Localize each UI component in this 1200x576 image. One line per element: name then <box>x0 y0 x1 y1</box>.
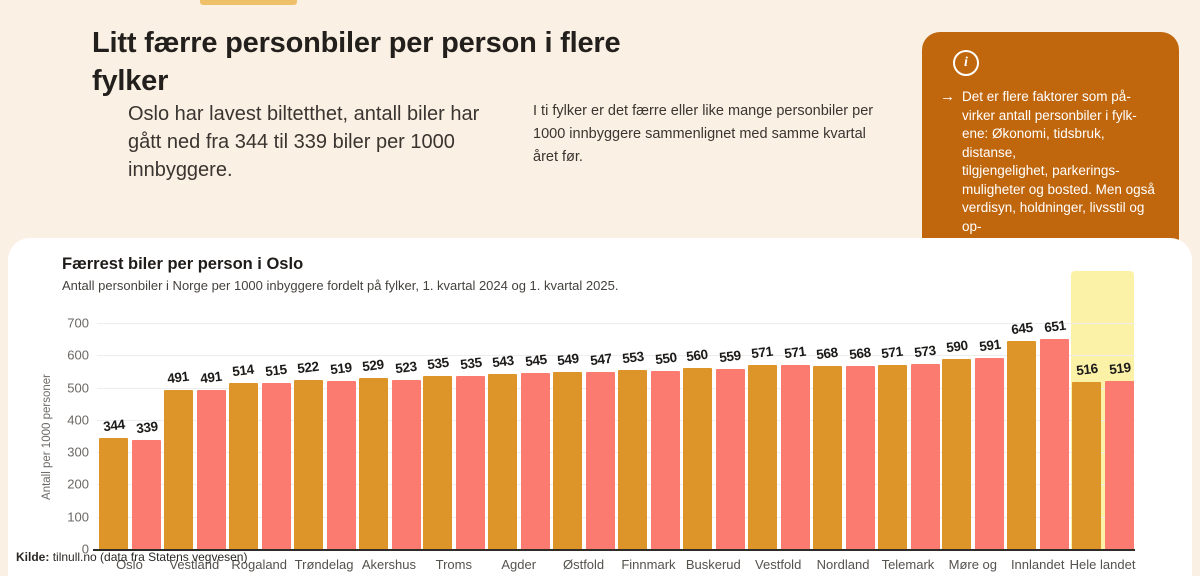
chart-source: Kilde: tilnull.no (data fra Statens vegv… <box>16 550 247 564</box>
y-tick-label: 100 <box>67 509 89 525</box>
gridline <box>97 516 1135 518</box>
bar[interactable] <box>228 383 258 549</box>
y-tick-label: 400 <box>67 412 89 428</box>
top-accent-bar <box>200 0 297 5</box>
bar[interactable] <box>682 368 712 549</box>
bar[interactable] <box>391 380 421 549</box>
x-axis-label: Hele landet <box>1069 557 1136 572</box>
gridline <box>97 484 1135 486</box>
arrow-icon: → <box>940 88 955 105</box>
x-axis-label: Innlandet <box>1010 557 1065 572</box>
x-axis-label: Finnmark <box>621 557 676 572</box>
x-axis-label: Buskerud <box>685 557 741 572</box>
page-title: Litt færre personbiler per person i fler… <box>92 27 621 97</box>
x-axis-label: Troms <box>435 557 472 572</box>
chart-card: Færrest biler per person i Oslo Antall p… <box>8 238 1192 576</box>
bar[interactable] <box>261 383 291 549</box>
info-icon: i <box>953 50 979 76</box>
x-axis-label: Østfold <box>562 557 605 572</box>
bar[interactable] <box>163 390 193 549</box>
secondary-paragraph: I ti fylker er det færre eller like mang… <box>533 103 874 165</box>
x-axis-label: Trøndelag <box>294 557 354 572</box>
bar[interactable] <box>942 359 972 549</box>
gridline <box>97 419 1135 421</box>
bar[interactable] <box>618 370 647 549</box>
gridline <box>97 452 1135 454</box>
bar[interactable] <box>423 376 453 549</box>
bar[interactable] <box>747 365 777 549</box>
chart-subtitle: Antall personbiler i Norge per 1000 inby… <box>62 278 619 293</box>
lead-paragraph: Oslo har lavest biltetthet, antall biler… <box>128 103 480 181</box>
chart-source-value: tilnull.no (data fra Statens vegvesen) <box>52 550 248 564</box>
x-axis-label: Agder <box>501 557 537 572</box>
bar[interactable] <box>1040 339 1070 549</box>
chart-source-label: Kilde: <box>16 550 50 564</box>
bar[interactable] <box>845 366 875 549</box>
bar[interactable] <box>196 390 226 549</box>
bar-chart-plot: 0 100 200 300 400 500 600 700 344 491 514 522 529 535… <box>67 271 1135 572</box>
bar[interactable] <box>293 380 323 549</box>
bar[interactable] <box>877 365 907 549</box>
x-axis-label: Telemark <box>881 557 935 572</box>
bar[interactable] <box>456 376 486 549</box>
x-axis-label: Rogaland <box>231 557 288 572</box>
bar[interactable] <box>358 378 388 549</box>
gridline <box>97 387 1135 389</box>
y-tick-label: 200 <box>67 476 89 492</box>
bar[interactable] <box>651 371 680 549</box>
bar[interactable] <box>812 366 842 549</box>
bar[interactable] <box>326 381 356 549</box>
x-axis-label: Akershus <box>361 557 417 572</box>
bar[interactable] <box>553 372 583 549</box>
y-tick-label: 500 <box>67 380 89 396</box>
bar[interactable] <box>132 440 161 549</box>
bar[interactable] <box>1072 382 1102 549</box>
gridline <box>97 355 1135 357</box>
y-tick-label: 0 <box>81 541 89 557</box>
bar[interactable] <box>488 374 518 549</box>
bar[interactable] <box>586 372 616 549</box>
chart-title: Færrest biler per person i Oslo <box>62 255 304 273</box>
x-axis-label: Oslo <box>116 557 143 572</box>
bar[interactable] <box>1007 341 1037 549</box>
x-axis-label: Møre og <box>948 557 998 572</box>
x-axis-label: Nordland <box>816 557 870 572</box>
bar[interactable] <box>1105 381 1135 549</box>
x-axis-label: Vestland <box>169 557 220 572</box>
x-axis-label: Vestfold <box>755 557 802 572</box>
x-axis-line <box>93 549 1135 551</box>
y-tick-label: 700 <box>67 315 89 331</box>
bar[interactable] <box>99 438 128 549</box>
y-tick-label: 300 <box>67 444 89 460</box>
bar[interactable] <box>975 358 1005 549</box>
y-tick-label: 600 <box>67 347 89 363</box>
bar[interactable] <box>715 369 745 549</box>
bar[interactable] <box>910 364 940 549</box>
bar[interactable] <box>780 365 810 549</box>
bar[interactable] <box>521 373 551 549</box>
gridline <box>97 323 1135 324</box>
